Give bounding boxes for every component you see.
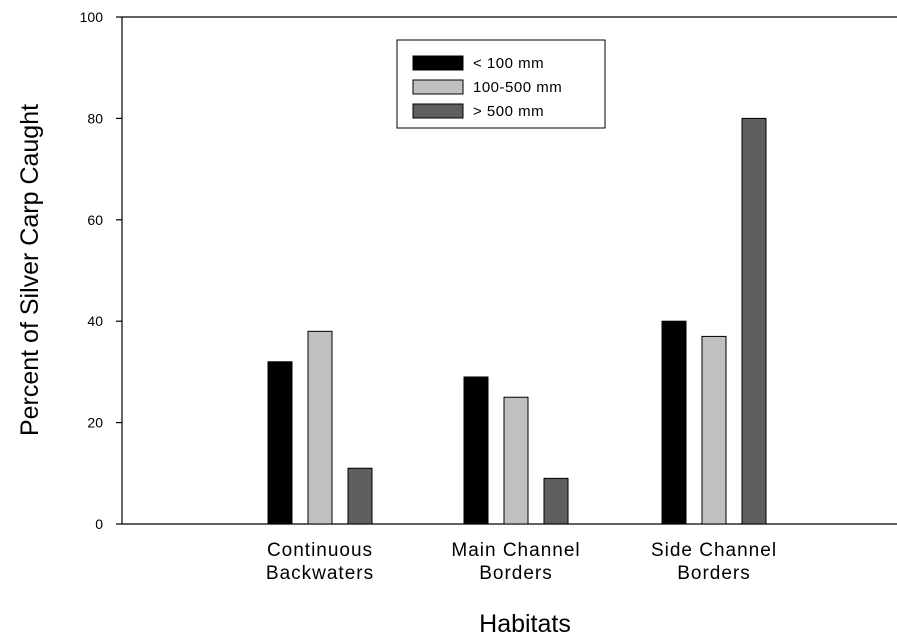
bar — [701, 335, 727, 525]
bar — [463, 376, 489, 525]
legend-swatch — [412, 79, 464, 95]
category-label: Borders — [677, 563, 751, 584]
y-ticks: 0 20 40 60 80 100 — [80, 9, 122, 532]
legend-label: < 100 mm — [473, 55, 544, 72]
y-tick-label: 40 — [87, 313, 103, 329]
legend-swatch — [412, 103, 464, 119]
bars — [267, 117, 767, 525]
legend-label: > 500 mm — [473, 103, 544, 120]
bar — [267, 361, 293, 525]
category-label: Borders — [479, 563, 553, 584]
legend-swatch — [412, 55, 464, 71]
y-tick-label: 20 — [87, 415, 103, 431]
legend: < 100 mm 100-500 mm > 500 mm — [396, 39, 606, 129]
y-tick-label: 80 — [87, 110, 103, 126]
category-label: Side Channel — [651, 540, 777, 561]
y-tick-label: 100 — [80, 9, 104, 25]
y-axis-title: Percent of Silver Carp Caught — [16, 104, 44, 436]
x-axis-title: Habitats — [479, 610, 571, 638]
bar — [307, 330, 333, 525]
bar — [543, 477, 569, 525]
bar — [503, 396, 529, 525]
bar — [661, 320, 687, 525]
category-label: Backwaters — [266, 563, 374, 584]
category-label: Continuous — [267, 540, 373, 561]
legend-label: 100-500 mm — [473, 79, 562, 96]
bar — [347, 467, 373, 525]
bar — [741, 117, 767, 525]
y-tick-label: 0 — [95, 516, 103, 532]
category-label: Main Channel — [451, 540, 580, 561]
y-tick-label: 60 — [87, 212, 103, 228]
